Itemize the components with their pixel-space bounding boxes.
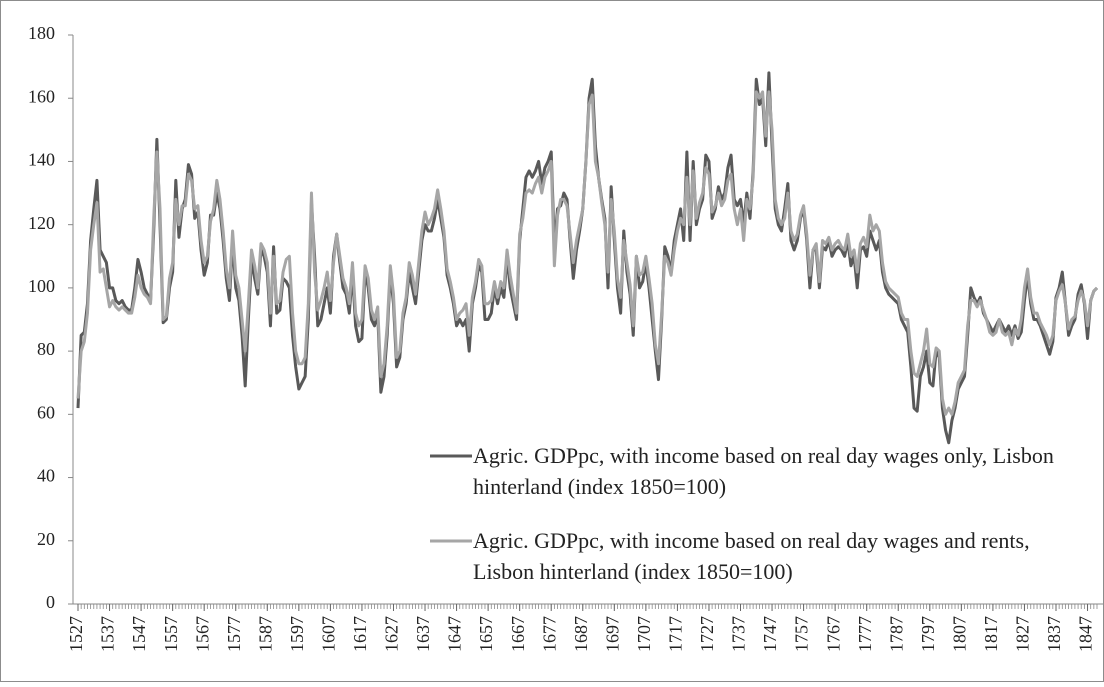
x-tick-label: 1827	[1013, 616, 1033, 652]
legend-label: Agric. GDPpc, with income based on real …	[473, 443, 1054, 499]
y-tick-label: 40	[37, 466, 55, 486]
y-tick-label: 140	[28, 150, 55, 170]
x-tick-label: 1567	[192, 616, 212, 652]
y-tick-label: 60	[37, 402, 55, 422]
x-tick-label: 1607	[319, 616, 339, 652]
x-tick-label: 1747	[760, 616, 780, 652]
x-tick-label: 1657	[476, 616, 496, 652]
series-line	[76, 90, 1099, 416]
y-tick-label: 80	[37, 339, 55, 359]
x-tick-label: 1777	[855, 616, 875, 652]
x-tick-label: 1617	[350, 616, 370, 652]
x-tick-label: 1807	[949, 616, 969, 652]
x-tick-label: 1547	[129, 616, 149, 652]
x-tick-label: 1797	[918, 616, 938, 652]
x-tick-label: 1787	[886, 616, 906, 652]
y-tick-label: 180	[28, 23, 55, 43]
x-tick-label: 1557	[161, 616, 181, 652]
y-tick-label: 120	[28, 213, 55, 233]
x-tick-label: 1717	[666, 616, 686, 652]
x-tick-label: 1597	[287, 616, 307, 652]
x-tick-label: 1847	[1076, 616, 1096, 652]
x-tick-label: 1647	[445, 616, 465, 652]
legend-label: Agric. GDPpc, with income based on real …	[473, 528, 1030, 584]
x-tick-label: 1757	[792, 616, 812, 652]
x-tick-label: 1587	[255, 616, 275, 652]
x-tick-label: 1577	[224, 616, 244, 652]
x-tick-label: 1817	[981, 616, 1001, 652]
x-tick-label: 1527	[66, 616, 86, 652]
y-tick-label: 160	[28, 86, 55, 106]
x-tick-label: 1737	[729, 616, 749, 652]
x-tick-label: 1707	[634, 616, 654, 652]
x-tick-label: 1637	[413, 616, 433, 652]
x-tick-label: 1537	[98, 616, 118, 652]
y-tick-label: 0	[46, 592, 55, 612]
y-tick-label: 20	[37, 529, 55, 549]
x-tick-label: 1767	[823, 616, 843, 652]
x-tick-label: 1837	[1044, 616, 1064, 652]
x-tick-label: 1627	[382, 616, 402, 652]
x-tick-label: 1677	[539, 616, 559, 652]
x-tick-label: 1727	[697, 616, 717, 652]
x-tick-label: 1697	[602, 616, 622, 652]
x-tick-label: 1667	[508, 616, 528, 652]
x-tick-label: 1687	[571, 616, 591, 652]
y-tick-label: 100	[28, 276, 55, 296]
